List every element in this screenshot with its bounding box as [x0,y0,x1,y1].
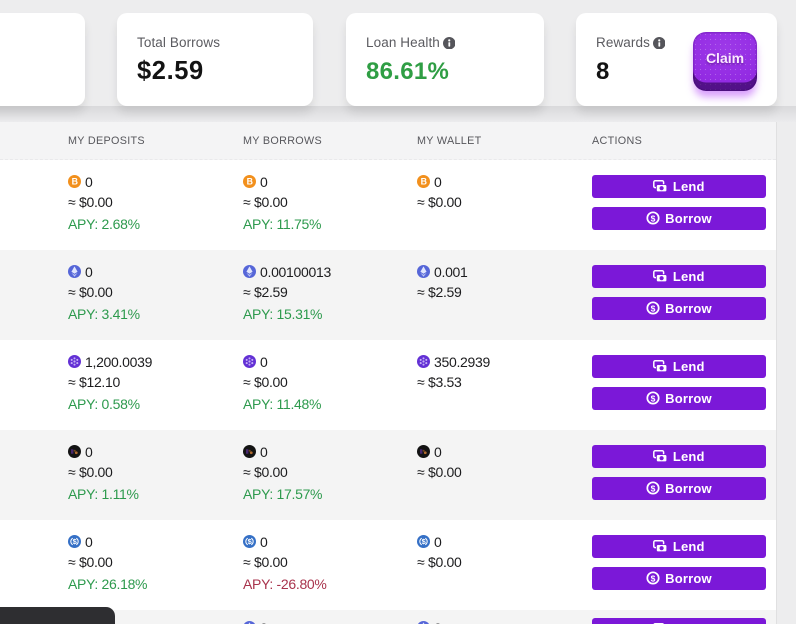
svg-text:$: $ [651,484,656,494]
svg-text:$: $ [651,214,656,224]
svg-text:$: $ [651,304,656,314]
svg-text:$: $ [248,537,253,546]
svg-text:B: B [247,177,253,187]
svg-text:B: B [72,177,78,187]
svg-text:$: $ [73,537,78,546]
svg-text:$: $ [651,394,656,404]
svg-text:$: $ [422,537,427,546]
svg-text:$: $ [651,574,656,584]
svg-text:B: B [421,177,427,187]
